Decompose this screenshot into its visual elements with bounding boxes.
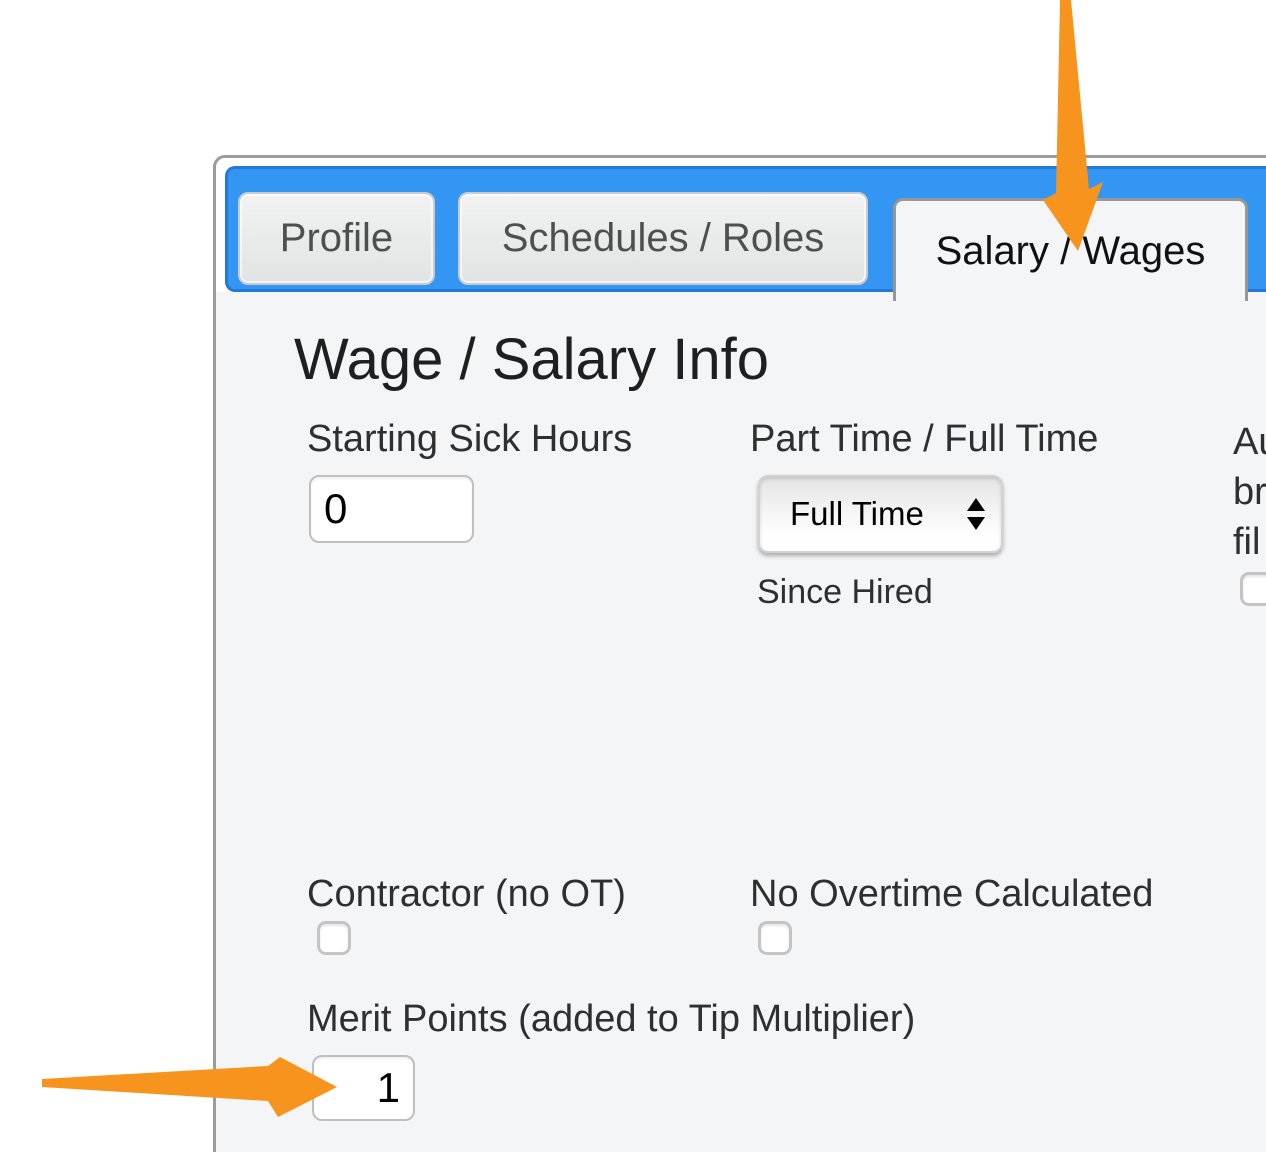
no-overtime-calculated-label: No Overtime Calculated (750, 873, 1154, 915)
clipped-label-line-2: br (1233, 471, 1266, 513)
page-title: Wage / Salary Info (294, 327, 769, 392)
clipped-right-field-checkbox[interactable] (1240, 572, 1266, 606)
select-updown-arrows-icon (967, 498, 985, 530)
merit-points-label: Merit Points (added to Tip Multiplier) (307, 998, 916, 1040)
starting-sick-hours-label: Starting Sick Hours (307, 418, 633, 460)
merit-points-input[interactable] (312, 1055, 415, 1121)
clipped-right-field-label: Au br fil (1233, 417, 1266, 567)
tab-salary-wages[interactable]: Salary / Wages (893, 198, 1248, 301)
part-time-full-time-label: Part Time / Full Time (750, 418, 1099, 460)
starting-sick-hours-input[interactable] (309, 475, 474, 543)
tab-bar: Profile Schedules / Roles Salary / Wages (225, 166, 1266, 301)
tab-salary-wages-label: Salary / Wages (935, 228, 1206, 273)
part-time-full-time-select[interactable]: Full Time (758, 475, 1003, 553)
tab-schedules-roles-label: Schedules / Roles (501, 216, 825, 260)
clipped-label-line-1: Au (1233, 421, 1266, 463)
clipped-label-line-3: fil (1233, 521, 1261, 563)
salary-wages-tab-content: Wage / Salary Info Starting Sick Hours P… (216, 292, 1266, 1152)
contractor-no-ot-checkbox[interactable] (317, 921, 351, 955)
no-overtime-calculated-checkbox[interactable] (758, 921, 792, 955)
contractor-no-ot-label: Contractor (no OT) (307, 873, 626, 915)
employee-settings-panel: Profile Schedules / Roles Salary / Wages… (213, 155, 1266, 1152)
part-time-full-time-selected-value: Full Time (790, 495, 924, 532)
since-hired-label: Since Hired (757, 573, 933, 611)
tab-profile-label: Profile (279, 216, 394, 260)
tab-profile[interactable]: Profile (238, 192, 435, 285)
tab-schedules-roles[interactable]: Schedules / Roles (458, 192, 868, 285)
